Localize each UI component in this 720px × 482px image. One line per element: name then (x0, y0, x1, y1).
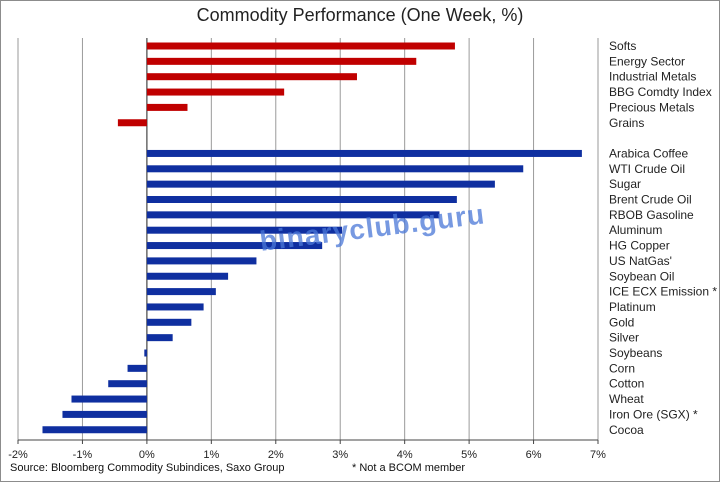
x-tick-label: 3% (332, 449, 348, 461)
category-label: Iron Ore (SGX) * (609, 407, 698, 421)
category-label: Energy Sector (609, 54, 685, 68)
category-label: Cocoa (609, 423, 644, 437)
bar-platinum (146, 303, 204, 311)
member-note: * Not a BCOM member (352, 462, 466, 474)
bar-energy-sector (146, 57, 417, 65)
bar-soybean-oil (146, 272, 229, 280)
x-tick-label: 5% (461, 449, 477, 461)
category-label: Softs (609, 39, 636, 53)
category-label: Aluminum (609, 223, 662, 237)
bar-wti-crude-oil (146, 165, 524, 173)
bar-grains (117, 119, 147, 127)
bar-aluminum (146, 226, 343, 234)
bar-arabica-coffee (146, 149, 582, 157)
x-tick-label: 1% (203, 449, 219, 461)
x-tick-label: 6% (526, 449, 542, 461)
category-label: Wheat (609, 392, 644, 406)
bar-us-natgas (146, 257, 257, 265)
chart-title: Commodity Performance (One Week, %) (196, 5, 524, 25)
category-label: RBOB Gasoline (609, 208, 694, 222)
x-tick-label: 2% (268, 449, 284, 461)
bar-industrial-metals (146, 73, 357, 81)
bar-silver (146, 334, 173, 342)
category-label: Gold (609, 315, 634, 329)
source-note: Source: Bloomberg Commodity Subindices, … (10, 462, 285, 474)
category-label: Corn (609, 361, 635, 375)
category-label: Industrial Metals (609, 70, 696, 84)
bar-bbg-comdty-index (146, 88, 285, 96)
bar-gold (146, 318, 192, 326)
x-tick-label: 7% (590, 449, 606, 461)
x-tick-label: 0% (139, 449, 155, 461)
category-label: US NatGas' (609, 254, 672, 268)
category-label: Silver (609, 331, 639, 345)
x-tick-label: 4% (397, 449, 413, 461)
category-label: Platinum (609, 300, 656, 314)
category-label: Brent Crude Oil (609, 193, 692, 207)
category-label: Cotton (609, 377, 644, 391)
category-label: Soybean Oil (609, 269, 674, 283)
category-label: ICE ECX Emission * (609, 285, 717, 299)
bar-rbob-gasoline (146, 211, 440, 219)
bar-cotton (108, 380, 147, 388)
bar-iron-ore-sgx (62, 410, 147, 418)
bar-hg-copper (146, 242, 323, 250)
bar-soybeans (144, 349, 147, 357)
category-label: Precious Metals (609, 100, 694, 114)
category-label: Sugar (609, 177, 641, 191)
bar-ice-ecx-emission (146, 288, 216, 296)
x-tick-label: -2% (8, 449, 28, 461)
bar-wheat (71, 395, 147, 403)
bar-cocoa (42, 426, 147, 434)
category-label: Soybeans (609, 346, 662, 360)
x-axis-ticks: -2% -1% 0% 1% 2% 3% 4% 5% 6% 7% (8, 439, 606, 461)
bars (42, 42, 582, 434)
category-label: Arabica Coffee (609, 146, 688, 160)
bar-precious-metals (146, 103, 188, 111)
x-tick-label: -1% (73, 449, 93, 461)
category-label: HG Copper (609, 239, 670, 253)
category-label: WTI Crude Oil (609, 162, 685, 176)
category-label: Grains (609, 116, 644, 130)
bar-sugar (146, 180, 495, 188)
bar-corn (127, 364, 147, 372)
bar-brent-crude-oil (146, 196, 457, 203)
category-label: BBG Comdty Index (609, 85, 712, 99)
bar-softs (146, 42, 455, 50)
